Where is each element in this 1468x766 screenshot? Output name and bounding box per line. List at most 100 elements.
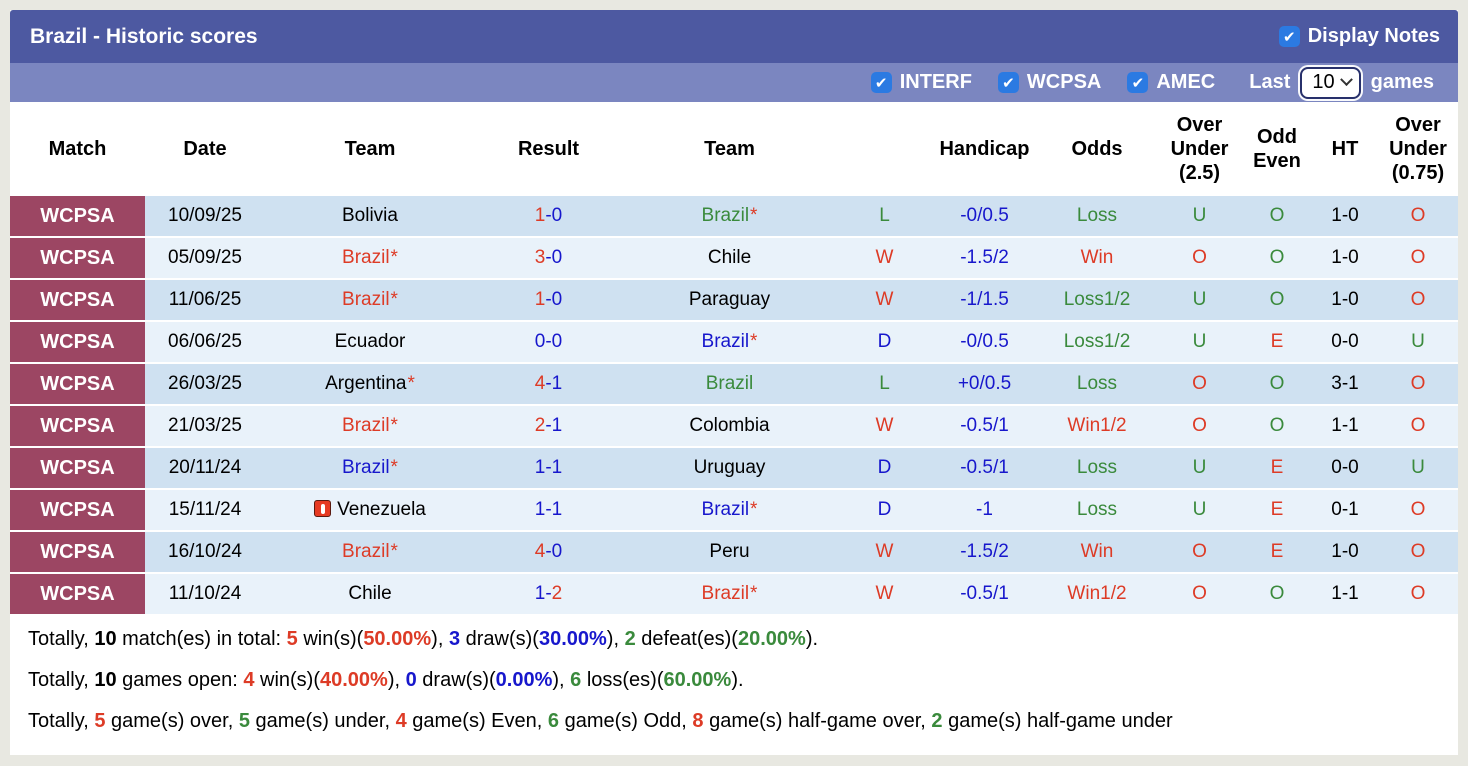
summary-line: Totally, 5 game(s) over, 5 game(s) under… xyxy=(28,710,1438,733)
ht-cell: 0-0 xyxy=(1312,322,1378,362)
league-badge: WCPSA xyxy=(10,448,145,488)
text-segment: 2 xyxy=(931,710,943,732)
text-segment: Loss xyxy=(1076,373,1118,394)
summary-line: Totally, 10 match(es) in total: 5 win(s)… xyxy=(28,628,1438,651)
text-segment: D xyxy=(877,499,892,520)
text-segment: O xyxy=(1269,373,1285,394)
text-segment: 1 xyxy=(534,205,546,226)
wcpsa-checkbox[interactable]: ✔ xyxy=(997,72,1019,93)
text-segment: 5 xyxy=(238,710,250,732)
text-segment: 2 xyxy=(624,628,636,650)
result-cell: 0-0 xyxy=(475,322,622,362)
check-icon: ✔ xyxy=(874,74,888,92)
league-badge: WCPSA xyxy=(10,238,145,278)
text-segment: Win xyxy=(1080,247,1114,268)
handicap-result-cell: L xyxy=(837,364,932,404)
text-segment: 0-0 xyxy=(534,331,563,352)
text-segment: O xyxy=(1192,415,1207,436)
handicap-result-cell: W xyxy=(837,280,932,320)
away-team-cell: Peru xyxy=(622,532,837,572)
away-team-cell: Brazil* xyxy=(622,322,837,362)
interf-checkbox[interactable]: ✔ xyxy=(870,72,892,93)
text-segment: 6 xyxy=(570,669,582,691)
text-segment: Brazil xyxy=(342,289,390,310)
text-segment: L xyxy=(879,205,890,226)
home-team-cell: Brazil* xyxy=(265,532,475,572)
odd-even-cell: O xyxy=(1242,280,1312,320)
date-cell: 15/11/24 xyxy=(145,490,265,530)
league-badge: WCPSA xyxy=(10,574,145,614)
home-team-cell: Ecuador xyxy=(265,322,475,362)
display-notes-toggle: ✔ Display Notes xyxy=(1278,25,1440,48)
text-segment: 60.00% xyxy=(663,669,732,691)
check-icon: ✔ xyxy=(1131,74,1145,92)
table-row: WCPSA 05/09/25 Brazil* 3-0 Chile W -1.5/… xyxy=(10,238,1458,278)
star-marker: * xyxy=(750,205,758,226)
amec-checkbox[interactable]: ✔ xyxy=(1127,72,1149,93)
text-segment: O xyxy=(1192,583,1207,604)
text-segment: Brazil xyxy=(701,331,750,352)
text-segment: W xyxy=(875,415,894,436)
display-notes-checkbox[interactable]: ✔ xyxy=(1278,26,1300,47)
result-cell: 2-1 xyxy=(475,406,622,446)
home-team-cell: Chile xyxy=(265,574,475,614)
text-segment: O xyxy=(1410,583,1426,604)
text-segment: 5 xyxy=(286,628,298,650)
text-segment: Loss xyxy=(1076,499,1118,520)
handicap-result-cell: W xyxy=(837,406,932,446)
odd-even-cell: E xyxy=(1242,322,1312,362)
star-marker: * xyxy=(750,499,758,520)
handicap-cell: -0.5/1 xyxy=(932,574,1037,614)
handicap-result-cell: W xyxy=(837,238,932,278)
table-row: WCPSA 16/10/24 Brazil* 4-0 Peru W -1.5/2… xyxy=(10,532,1458,572)
over-under-075-cell: O xyxy=(1378,490,1458,530)
col-result: Result xyxy=(517,138,580,160)
over-under-25-cell: U xyxy=(1157,196,1242,236)
league-badge: WCPSA xyxy=(10,196,145,236)
result-cell: 1-0 xyxy=(475,280,622,320)
result-cell: 1-1 xyxy=(475,448,622,488)
text-segment: Argentina xyxy=(325,373,407,394)
text-segment: -0 xyxy=(545,247,563,268)
text-segment: 20.00% xyxy=(737,628,806,650)
col-team-home: Team xyxy=(344,138,396,160)
text-segment: U xyxy=(1192,331,1207,352)
text-segment: -0 xyxy=(545,205,563,226)
text-segment: 4 xyxy=(243,669,255,691)
odd-even-cell: E xyxy=(1242,448,1312,488)
text-segment: O xyxy=(1410,415,1426,436)
games-count-select[interactable]: 10 xyxy=(1300,66,1361,99)
text-segment: -0/0.5 xyxy=(960,205,1009,226)
date-cell: 10/09/25 xyxy=(145,196,265,236)
header-row: Match Date Team Result Team Handicap Odd… xyxy=(10,104,1458,194)
date-cell: 11/10/24 xyxy=(145,574,265,614)
text-segment: Brazil xyxy=(342,457,390,478)
text-segment: 3 xyxy=(534,247,546,268)
text-segment: ), xyxy=(431,628,449,650)
interf-label: INTERF xyxy=(899,71,972,93)
wcpsa-label: WCPSA xyxy=(1026,71,1102,93)
text-segment: ), xyxy=(387,669,406,691)
text-segment: -1 xyxy=(545,373,563,394)
home-team-cell: Brazil* xyxy=(265,406,475,446)
handicap-result-cell: D xyxy=(837,490,932,530)
home-team-cell: Brazil* xyxy=(265,448,475,488)
over-under-075-cell: O xyxy=(1378,364,1458,404)
check-icon: ✔ xyxy=(1002,74,1015,92)
odds-cell: Loss xyxy=(1037,364,1157,404)
text-segment: Brazil xyxy=(342,247,390,268)
text-segment: game(s) Even, xyxy=(406,710,548,732)
text-segment: 30.00% xyxy=(538,628,607,650)
text-segment: -1.5/2 xyxy=(960,247,1009,268)
star-marker: * xyxy=(750,331,758,352)
text-segment: O xyxy=(1269,247,1285,268)
col-odds: Odds xyxy=(1071,138,1123,160)
text-segment: Loss xyxy=(1076,205,1118,226)
text-segment: 8 xyxy=(692,710,704,732)
last-games-control: Last 10 games xyxy=(1249,66,1434,99)
odd-even-cell: O xyxy=(1242,406,1312,446)
table-row: WCPSA 06/06/25 Ecuador 0-0 Brazil* D -0/… xyxy=(10,322,1458,362)
text-segment: Win1/2 xyxy=(1067,583,1127,604)
filter-bar: ✔ INTERF ✔ WCPSA ✔ AMEC Last 10 games xyxy=(10,63,1458,102)
text-segment: Chile xyxy=(348,583,392,604)
